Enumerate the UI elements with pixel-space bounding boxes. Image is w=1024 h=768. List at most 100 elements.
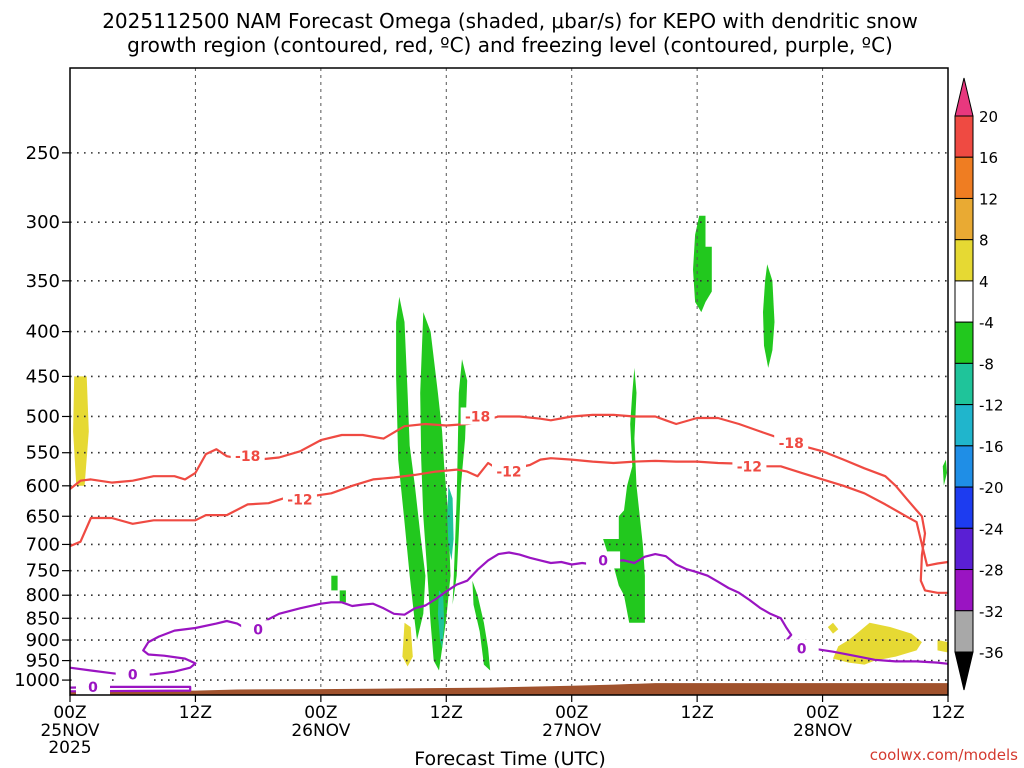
colorbar-swatch-11 bbox=[954, 569, 974, 612]
y-tick-label-300: 300 bbox=[26, 212, 60, 233]
colorbar-swatch-8 bbox=[954, 445, 974, 488]
y-tick-label-400: 400 bbox=[26, 322, 60, 343]
freezing-contour-label-bg-1 bbox=[75, 677, 110, 695]
omega-area-8 bbox=[472, 580, 491, 671]
y-tick-label-250: 250 bbox=[26, 143, 60, 164]
x-tick-date-24: 26NOV bbox=[291, 721, 350, 741]
x-tick-label-36: 12Z bbox=[430, 703, 463, 723]
y-tick-label-700: 700 bbox=[26, 534, 60, 555]
dendritic-contour-label-0: -12 bbox=[287, 493, 312, 509]
x-tick-label-60: 12Z bbox=[681, 703, 714, 723]
omega-area-6 bbox=[420, 312, 451, 671]
colorbar-label-10: -24 bbox=[979, 520, 1004, 538]
y-tick-label-600: 600 bbox=[26, 476, 60, 497]
dendritic-contour-label-bg-0 bbox=[282, 490, 317, 508]
colorbar-label-11: -28 bbox=[979, 562, 1004, 580]
omega-area-0 bbox=[73, 376, 89, 486]
freezing-contour-label-bg-0 bbox=[115, 665, 150, 683]
x-tick-label-0: 00Z bbox=[53, 703, 86, 723]
colorbar-bottom-arrow bbox=[954, 651, 974, 691]
credit-text: coolwx.com/models bbox=[870, 746, 1018, 764]
freezing-contour-label-bg-4 bbox=[784, 639, 819, 657]
dendritic-contour-label-bg-2 bbox=[732, 457, 767, 475]
dendritic-contour-label-bg-5 bbox=[774, 433, 809, 451]
colorbar-label-7: -12 bbox=[979, 397, 1004, 415]
colorbar-label-3: 8 bbox=[979, 232, 989, 250]
omega-area-2 bbox=[833, 622, 922, 665]
omega-area-13 bbox=[763, 264, 775, 368]
plot-frame bbox=[69, 67, 949, 696]
omega-area-9 bbox=[331, 575, 338, 591]
x-tick-label-24: 00Z bbox=[304, 703, 337, 723]
y-tick-label-350: 350 bbox=[26, 271, 60, 292]
x-tick-date-48: 27NOV bbox=[542, 721, 601, 741]
colorbar-swatch-4 bbox=[954, 280, 974, 323]
x-tick-year-0: 2025 bbox=[48, 738, 91, 758]
contour-lines: -12 -12 -12 -18 -18 -18 0 0 0 0 0 bbox=[69, 407, 949, 696]
y-tick-label-750: 750 bbox=[26, 561, 60, 582]
colorbar-top-arrow bbox=[954, 77, 974, 117]
freezing-contour-label-bg-2 bbox=[241, 620, 276, 638]
x-tick-date-0: 25NOV bbox=[40, 721, 99, 741]
dendritic-contour-label-2: -12 bbox=[737, 459, 762, 475]
colorbar-swatch-5 bbox=[954, 321, 974, 364]
dendritic-contour-label-4: -18 bbox=[465, 409, 490, 425]
colorbar-label-8: -16 bbox=[979, 438, 1004, 456]
omega-area-10 bbox=[339, 590, 346, 603]
colorbar-swatch-0 bbox=[954, 115, 974, 158]
colorbar-label-9: -20 bbox=[979, 479, 1004, 497]
x-tick-label-72: 00Z bbox=[806, 703, 839, 723]
dendritic-contour-label-bg-4 bbox=[460, 407, 495, 425]
dendritic-contour-label-bg-1 bbox=[492, 462, 526, 480]
y-tick-label-950: 950 bbox=[26, 651, 60, 672]
x-tick-label-84: 12Z bbox=[931, 703, 964, 723]
omega-area-16 bbox=[437, 590, 445, 649]
colorbar-swatch-9 bbox=[954, 486, 974, 529]
chart-title-line-1: 2025112500 NAM Forecast Omega (shaded, μ… bbox=[102, 9, 918, 33]
omega-area-1 bbox=[402, 622, 413, 667]
dendritic-contour-line-3 bbox=[69, 413, 948, 594]
freezing-contour-line-0 bbox=[69, 551, 949, 677]
dendritic-contour-label-5: -18 bbox=[779, 436, 804, 452]
colorbar-label-5: -4 bbox=[979, 314, 994, 332]
omega-area-4 bbox=[937, 640, 948, 653]
colorbar-label-4: 4 bbox=[979, 273, 989, 291]
dendritic-contour-label-3: -18 bbox=[235, 449, 260, 465]
y-tick-label-1000: 1000 bbox=[14, 670, 60, 691]
gridlines bbox=[69, 68, 949, 695]
colorbar-swatch-6 bbox=[954, 362, 974, 406]
freezing-contour-label-3: 0 bbox=[598, 553, 608, 569]
omega-area-15 bbox=[447, 485, 454, 561]
dendritic-contour-label-1: -12 bbox=[496, 465, 521, 481]
colorbar-label-2: 12 bbox=[979, 190, 998, 208]
colorbar-swatch-3 bbox=[954, 239, 974, 282]
terrain-area bbox=[70, 683, 948, 695]
freezing-contour-label-4: 0 bbox=[797, 641, 807, 657]
colorbar-label-1: 16 bbox=[979, 149, 998, 167]
colorbar-swatch-7 bbox=[954, 404, 974, 447]
freezing-contour-label-0: 0 bbox=[128, 667, 138, 683]
colorbar-label-13: -36 bbox=[979, 644, 1004, 662]
colorbar-swatch-2 bbox=[954, 197, 974, 241]
y-tick-label-800: 800 bbox=[26, 585, 60, 606]
y-tick-label-850: 850 bbox=[26, 608, 60, 629]
omega-area-3 bbox=[827, 622, 839, 634]
chart-title-line-2: growth region (contoured, red, ºC) and f… bbox=[127, 33, 893, 57]
y-tick-label-450: 450 bbox=[26, 366, 60, 387]
colorbar-swatch-10 bbox=[954, 527, 974, 571]
colorbar-swatch-12 bbox=[954, 610, 974, 653]
omega-area-7 bbox=[452, 359, 468, 605]
omega-shading bbox=[73, 215, 948, 671]
colorbar-label-6: -8 bbox=[979, 355, 994, 373]
y-tick-label-550: 550 bbox=[26, 443, 60, 464]
dendritic-contour-label-bg-3 bbox=[230, 447, 265, 465]
x-tick-label-48: 00Z bbox=[555, 703, 588, 723]
axes: 2503003504004505005506006507007508008509… bbox=[14, 67, 965, 758]
omega-area-12 bbox=[693, 215, 712, 313]
omega-area-14 bbox=[942, 459, 947, 486]
y-tick-label-650: 650 bbox=[26, 506, 60, 527]
freezing-contour-label-bg-3 bbox=[586, 551, 621, 569]
freezing-contour-label-1: 0 bbox=[88, 680, 98, 696]
x-axis-label: Forecast Time (UTC) bbox=[414, 748, 605, 768]
